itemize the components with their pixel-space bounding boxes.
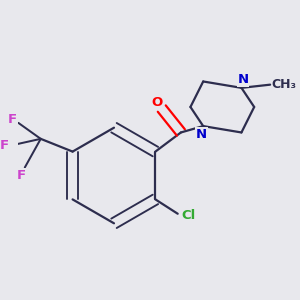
Text: N: N	[196, 128, 207, 141]
Text: F: F	[8, 113, 16, 126]
Text: F: F	[0, 139, 9, 152]
Text: N: N	[238, 74, 249, 86]
Text: O: O	[152, 96, 163, 109]
Text: CH₃: CH₃	[272, 78, 297, 91]
Text: F: F	[17, 169, 26, 182]
Text: Cl: Cl	[182, 209, 196, 222]
